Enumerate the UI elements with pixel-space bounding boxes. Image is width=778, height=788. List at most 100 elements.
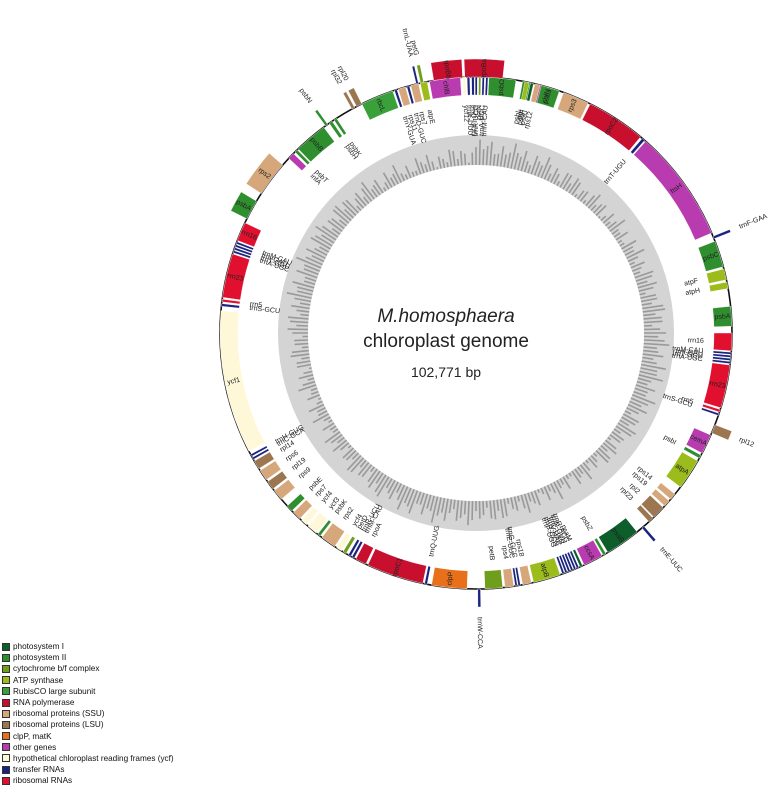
gene-block xyxy=(633,140,712,241)
gene-label: trnE-UUC xyxy=(503,528,515,559)
gene-label: trnT-UGU xyxy=(603,158,628,185)
gene-block xyxy=(307,512,328,534)
gene-block xyxy=(536,85,560,109)
gene-label: rps4 xyxy=(500,545,509,560)
legend-label: ribosomal proteins (SSU) xyxy=(13,709,105,719)
gene-block xyxy=(351,540,364,559)
gene-block xyxy=(471,76,475,96)
gene-block xyxy=(557,92,589,120)
gene-block xyxy=(293,499,313,519)
genome-length: 102,771 bp xyxy=(411,364,481,380)
gene-block xyxy=(336,532,352,552)
gene-block xyxy=(410,83,423,104)
gene-label: rps11 xyxy=(406,114,418,132)
gene-block xyxy=(712,306,733,327)
gene-label: clpP xyxy=(446,571,454,586)
gene-block xyxy=(466,76,471,96)
legend-item: RubisCO large subunit xyxy=(2,686,174,697)
gene-label: rpoBa xyxy=(481,59,489,78)
legend-label: photosystem II xyxy=(13,653,67,663)
gene-block xyxy=(712,353,732,358)
gene-label: trnM-CAU xyxy=(481,105,489,136)
gene-block xyxy=(521,81,530,101)
gene-block xyxy=(665,451,698,488)
gene-block xyxy=(576,539,603,566)
gene-block xyxy=(712,229,732,240)
legend-label: ribosomal proteins (LSU) xyxy=(13,720,104,730)
gene-label: psbJ xyxy=(543,89,554,105)
gene-block xyxy=(230,191,257,220)
gene-block xyxy=(566,551,577,570)
legend-swatch xyxy=(2,732,10,741)
legend-label: RubisCO large subunit xyxy=(13,686,96,696)
gene-block xyxy=(294,149,311,165)
gene-block xyxy=(221,303,240,309)
gene-label: chlN xyxy=(541,89,552,104)
gene-label: psbD xyxy=(498,79,507,96)
legend-item: ATP synthase xyxy=(2,675,174,686)
legend-item: ribosomal proteins (LSU) xyxy=(2,719,174,730)
category-legend: photosystem I photosystem II cytochrome b/… xyxy=(2,641,174,786)
gene-block xyxy=(636,504,654,523)
gene-block xyxy=(581,103,641,151)
gene-block xyxy=(484,76,489,96)
gene-label: atpB xyxy=(539,563,550,579)
legend-swatch xyxy=(2,687,10,696)
gene-block xyxy=(328,120,343,139)
gene-block xyxy=(685,427,712,454)
gene-block xyxy=(561,554,571,573)
gene-label: rps9 xyxy=(297,466,312,480)
gene-block xyxy=(342,91,355,110)
gene-block xyxy=(558,555,568,574)
gene-block xyxy=(317,519,332,537)
legend-swatch xyxy=(2,698,10,707)
gene-label: trnM-CAU xyxy=(672,346,704,355)
gene-label: rrn5 xyxy=(680,396,694,406)
gene-label: trnA-UGC xyxy=(479,105,487,136)
gene-label: trnR-UCG xyxy=(473,105,480,136)
gene-blocks xyxy=(219,58,733,608)
gene-block xyxy=(254,451,275,469)
legend-swatch xyxy=(2,754,10,763)
gene-block xyxy=(394,89,403,108)
legend-item: cytochrome b/f complex xyxy=(2,663,174,674)
gene-block xyxy=(712,350,732,355)
gene-label: rrn23 xyxy=(709,380,727,390)
gene-label: trnT-GGU xyxy=(672,350,703,360)
legend-item: photosystem II xyxy=(2,652,174,663)
gene-label: rrn5 xyxy=(249,301,262,310)
gene-block xyxy=(529,557,561,583)
legend-swatch xyxy=(2,709,10,718)
legend-label: ribosomal RNAs xyxy=(13,776,73,786)
gene-label: petN xyxy=(476,105,483,120)
gene-label: atpF xyxy=(684,278,699,288)
legend-label: photosystem I xyxy=(13,642,64,651)
gene-block xyxy=(641,495,664,518)
gene-label: rrn16 xyxy=(687,337,704,345)
gene-block xyxy=(512,567,518,587)
species-name: M.homosphaera xyxy=(377,306,514,327)
gene-label: trnK-UUU xyxy=(465,105,473,136)
gene-block xyxy=(288,153,307,171)
gene-label: chlB xyxy=(441,81,450,96)
legend-swatch xyxy=(2,653,10,662)
gene-block xyxy=(267,470,288,490)
gene-block xyxy=(487,77,517,99)
gene-block xyxy=(712,359,731,364)
legend-item: ribosomal proteins (SSU) xyxy=(2,708,174,719)
legend-swatch xyxy=(2,776,10,785)
gene-block xyxy=(314,109,328,127)
gene-block xyxy=(474,76,478,96)
gene-label: psbN xyxy=(298,87,313,104)
gene-block xyxy=(481,76,485,96)
gene-label: trnI-GAU xyxy=(675,348,703,358)
gene-label: rbcL xyxy=(374,98,386,113)
gene-label: trnS-GCU xyxy=(662,393,693,409)
legend-label: hypothetical chloroplast reading frames … xyxy=(13,753,174,763)
gene-label: rps3 xyxy=(567,98,579,113)
gene-label: psbA xyxy=(714,313,731,321)
gene-block xyxy=(478,76,482,96)
gene-label: rps12 xyxy=(524,111,535,130)
gene-label: rps18 xyxy=(514,539,524,558)
